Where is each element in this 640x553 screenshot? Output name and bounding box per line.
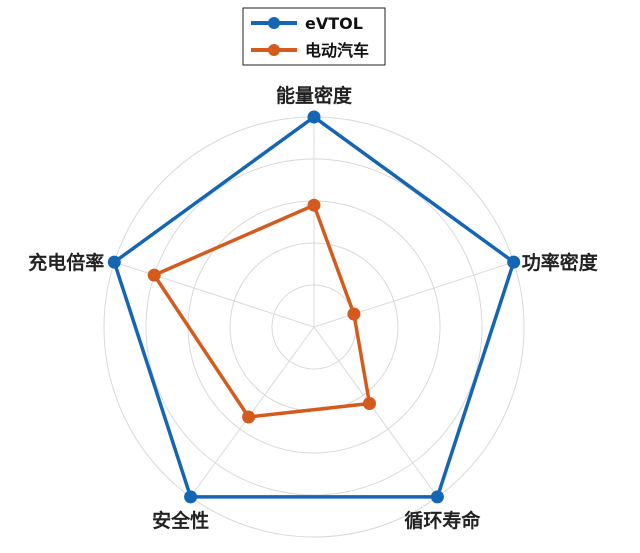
grid-spoke-2 [313, 261, 514, 328]
series-group [107, 110, 521, 504]
series-2-point-5 [147, 268, 161, 282]
series-1-point-4 [184, 490, 198, 504]
series-line-1 [112, 115, 516, 499]
series-1-point-3 [430, 490, 444, 504]
series-2-point-3 [363, 397, 376, 410]
grid-spoke-5 [114, 261, 315, 328]
axis-label-1: 能量密度 [276, 84, 353, 107]
legend-label-evtol: eVTOL [305, 14, 363, 33]
legend-marker-ev [268, 44, 280, 56]
series-1-point-2 [507, 255, 521, 269]
axis-label-4: 安全性 [152, 509, 209, 532]
series-1-point-5 [107, 255, 121, 269]
axis-label-2: 功率密度 [522, 251, 599, 274]
axis-label-5: 充电倍率 [28, 251, 104, 274]
legend-box [242, 7, 386, 66]
legend-marker-evtol [268, 17, 280, 29]
axis-label-3: 循环寿命 [404, 509, 481, 532]
series-line-2 [152, 203, 372, 419]
grid-spoke-3 [313, 326, 438, 498]
series-2-point-4 [242, 410, 256, 424]
series-2-point-2 [347, 307, 361, 321]
series-2-point-1 [307, 198, 321, 212]
legend-label-ev: 电动汽车 [305, 41, 369, 60]
legend: eVTOL 电动汽车 [242, 7, 386, 66]
series-1-point-1 [307, 110, 321, 124]
